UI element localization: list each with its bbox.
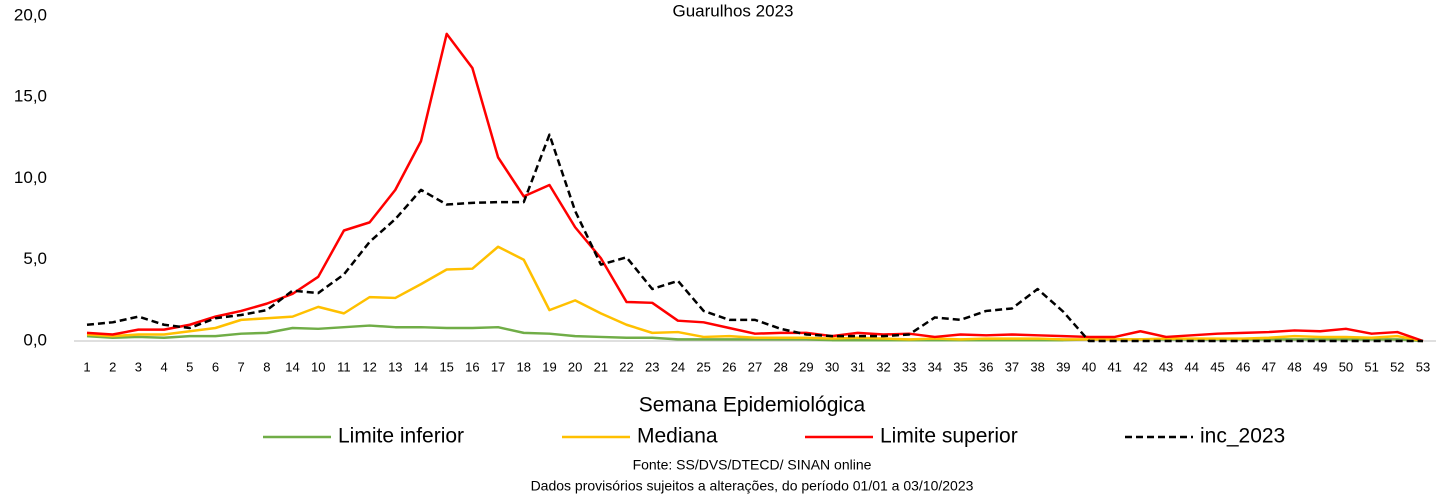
- x-tick-label: 52: [1390, 359, 1404, 374]
- x-tick-label: 42: [1133, 359, 1147, 374]
- y-tick-label: 10,0: [14, 168, 47, 187]
- source-note: Fonte: SS/DVS/DTECD/ SINAN online: [633, 457, 872, 473]
- x-tick-label: 46: [1236, 359, 1250, 374]
- x-tick-label: 38: [1030, 359, 1044, 374]
- x-tick-label: 3: [135, 359, 142, 374]
- x-tick-label: 15: [439, 359, 453, 374]
- x-tick-label: 14: [285, 359, 299, 374]
- x-tick-label: 23: [645, 359, 659, 374]
- x-tick-label: 50: [1339, 359, 1353, 374]
- x-tick-label: 41: [1107, 359, 1121, 374]
- x-tick-label: 36: [979, 359, 993, 374]
- x-tick-label: 28: [773, 359, 787, 374]
- series-line: [86, 32, 1424, 343]
- chart-title: Guarulhos 2023: [673, 1, 794, 20]
- x-tick-label: 26: [722, 359, 736, 374]
- x-tick-label: 7: [238, 359, 245, 374]
- x-tick-label: 44: [1185, 359, 1199, 374]
- x-tick-label: 16: [465, 359, 479, 374]
- x-tick-label: 14: [414, 359, 428, 374]
- x-tick-label: 2: [109, 359, 116, 374]
- x-tick-label: 29: [799, 359, 813, 374]
- disclaimer-note: Dados provisórios sujeitos a alterações,…: [531, 478, 974, 494]
- x-tick-label: 53: [1416, 359, 1430, 374]
- x-tick-label: 27: [748, 359, 762, 374]
- x-tick-label: 51: [1364, 359, 1378, 374]
- x-tick-label: 10: [311, 359, 325, 374]
- x-tick-label: 39: [1056, 359, 1070, 374]
- x-tick-label: 40: [1082, 359, 1096, 374]
- x-tick-label: 5: [186, 359, 193, 374]
- x-tick-label: 17: [491, 359, 505, 374]
- x-tick-label: 11: [337, 359, 351, 374]
- x-tick-label: 24: [671, 359, 685, 374]
- x-tick-label: 4: [160, 359, 167, 374]
- x-tick-label: 33: [902, 359, 916, 374]
- x-tick-label: 43: [1159, 359, 1173, 374]
- x-tick-label: 18: [517, 359, 531, 374]
- legend-label: inc_2023: [1200, 425, 1285, 448]
- x-tick-label: 35: [953, 359, 967, 374]
- legend-label: Limite superior: [880, 425, 1018, 448]
- series-line: [86, 133, 1423, 343]
- x-tick-label: 37: [1005, 359, 1019, 374]
- legend-label: Mediana: [637, 425, 718, 448]
- x-tick-label: 20: [568, 359, 582, 374]
- x-tick-label: 49: [1313, 359, 1327, 374]
- x-tick-label: 22: [619, 359, 633, 374]
- y-tick-label: 20,0: [14, 5, 47, 24]
- x-tick-label: 47: [1262, 359, 1276, 374]
- x-tick-label: 45: [1210, 359, 1224, 374]
- x-tick-label: 19: [542, 359, 556, 374]
- x-tick-label: 13: [388, 359, 402, 374]
- x-tick-label: 21: [594, 359, 608, 374]
- x-tick-label: 32: [876, 359, 890, 374]
- legend-label: Limite inferior: [338, 425, 464, 448]
- series-line: [86, 245, 1424, 343]
- x-tick-label: 31: [851, 359, 865, 374]
- x-axis-title: Semana Epidemiológica: [639, 394, 866, 417]
- x-tick-label: 30: [825, 359, 839, 374]
- y-tick-label: 5,0: [23, 249, 47, 268]
- y-tick-label: 0,0: [23, 330, 47, 349]
- x-tick-label: 25: [696, 359, 710, 374]
- x-tick-label: 1: [83, 359, 90, 374]
- y-tick-label: 15,0: [14, 87, 47, 106]
- x-tick-label: 34: [928, 359, 942, 374]
- x-tick-label: 8: [263, 359, 270, 374]
- x-tick-label: 12: [362, 359, 376, 374]
- x-tick-label: 6: [212, 359, 219, 374]
- x-tick-label: 48: [1287, 359, 1301, 374]
